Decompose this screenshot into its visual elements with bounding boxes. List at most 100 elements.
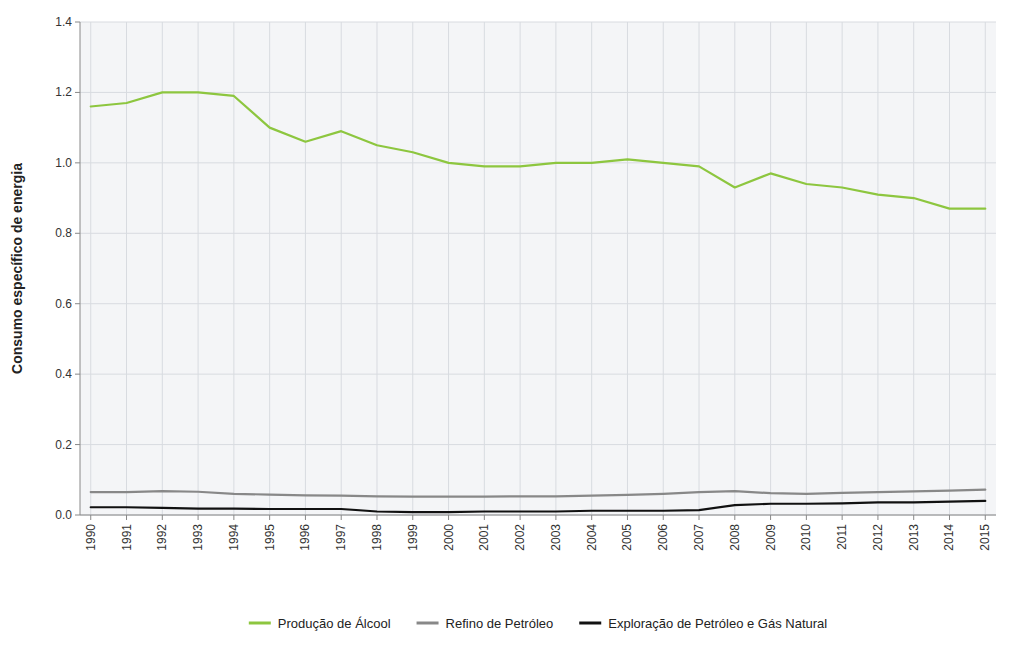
legend-item: Exploração de Petróleo e Gás Natural xyxy=(579,616,827,631)
tick-mark xyxy=(376,515,377,520)
grid-line xyxy=(80,515,996,516)
grid-line xyxy=(126,22,127,515)
tick-mark xyxy=(555,515,556,520)
tick-label: 2005 xyxy=(620,524,634,551)
tick-mark xyxy=(448,515,449,520)
grid-line xyxy=(734,22,735,515)
tick-label: 2004 xyxy=(585,524,599,551)
tick-mark xyxy=(913,515,914,520)
legend-label: Produção de Álcool xyxy=(278,616,391,631)
tick-mark xyxy=(269,515,270,520)
tick-label: 1996 xyxy=(298,524,312,551)
grid-line xyxy=(162,22,163,515)
tick-label: 2006 xyxy=(656,524,670,551)
tick-label: 2012 xyxy=(871,524,885,551)
tick-label: 1.4 xyxy=(55,15,72,29)
grid-line xyxy=(484,22,485,515)
tick-mark xyxy=(198,515,199,520)
y-axis-line xyxy=(80,22,81,515)
tick-mark xyxy=(842,515,843,520)
legend-label: Exploração de Petróleo e Gás Natural xyxy=(608,616,827,631)
tick-mark xyxy=(591,515,592,520)
grid-line xyxy=(555,22,556,515)
tick-mark xyxy=(75,515,80,516)
tick-mark xyxy=(663,515,664,520)
tick-label: 0.0 xyxy=(55,508,72,522)
tick-mark xyxy=(75,162,80,163)
tick-label: 0.6 xyxy=(55,297,72,311)
grid-line xyxy=(80,92,996,93)
tick-label: 2003 xyxy=(549,524,563,551)
y-axis-label: Consumo específico de energia xyxy=(9,163,25,374)
grid-line xyxy=(985,22,986,515)
tick-label: 1995 xyxy=(263,524,277,551)
legend-label: Refino de Petróleo xyxy=(446,616,554,631)
tick-label: 2010 xyxy=(799,524,813,551)
grid-line xyxy=(198,22,199,515)
grid-line xyxy=(412,22,413,515)
plot-area xyxy=(80,22,996,515)
grid-line xyxy=(913,22,914,515)
tick-mark xyxy=(75,22,80,23)
legend-swatch xyxy=(417,622,439,625)
tick-mark xyxy=(520,515,521,520)
tick-label: 1999 xyxy=(406,524,420,551)
tick-label: 0.4 xyxy=(55,367,72,381)
grid-line xyxy=(80,162,996,163)
tick-mark xyxy=(699,515,700,520)
tick-label: 2000 xyxy=(442,524,456,551)
tick-label: 2013 xyxy=(907,524,921,551)
tick-label: 2007 xyxy=(692,524,706,551)
tick-mark xyxy=(75,444,80,445)
grid-line xyxy=(806,22,807,515)
tick-mark xyxy=(305,515,306,520)
series-lines xyxy=(91,92,986,512)
tick-label: 1998 xyxy=(370,524,384,551)
tick-mark xyxy=(734,515,735,520)
chart: 0.00.20.40.60.81.01.21.41990199119921993… xyxy=(0,0,1024,645)
grid-line xyxy=(699,22,700,515)
tick-mark xyxy=(412,515,413,520)
tick-mark xyxy=(484,515,485,520)
tick-label: 1994 xyxy=(227,524,241,551)
grid-line xyxy=(627,22,628,515)
tick-mark xyxy=(75,374,80,375)
grid-line xyxy=(80,444,996,445)
tick-label: 1.0 xyxy=(55,156,72,170)
grid-line xyxy=(269,22,270,515)
tick-mark xyxy=(75,233,80,234)
tick-label: 2015 xyxy=(978,524,992,551)
tick-mark xyxy=(90,515,91,520)
grid-line xyxy=(842,22,843,515)
legend-swatch xyxy=(579,622,601,625)
legend: Produção de Álcool Refino de Petróleo Expl… xyxy=(249,616,828,631)
line xyxy=(91,490,986,497)
tick-label: 2008 xyxy=(728,524,742,551)
grid-line xyxy=(770,22,771,515)
grid-line xyxy=(341,22,342,515)
tick-mark xyxy=(233,515,234,520)
tick-label: 1992 xyxy=(155,524,169,551)
tick-mark xyxy=(75,303,80,304)
tick-label: 0.2 xyxy=(55,438,72,452)
tick-label: 2002 xyxy=(513,524,527,551)
tick-label: 1991 xyxy=(120,524,134,551)
tick-mark xyxy=(627,515,628,520)
tick-label: 0.8 xyxy=(55,226,72,240)
tick-mark xyxy=(985,515,986,520)
tick-mark xyxy=(75,92,80,93)
tick-label: 1.2 xyxy=(55,85,72,99)
grid-line xyxy=(663,22,664,515)
grid-line xyxy=(877,22,878,515)
grid-line xyxy=(448,22,449,515)
tick-mark xyxy=(949,515,950,520)
tick-mark xyxy=(341,515,342,520)
tick-label: 1997 xyxy=(334,524,348,551)
tick-label: 2001 xyxy=(477,524,491,551)
x-axis-line xyxy=(80,515,996,516)
tick-label: 2009 xyxy=(764,524,778,551)
grid-line xyxy=(949,22,950,515)
grid-line xyxy=(80,22,996,23)
grid xyxy=(80,22,996,515)
tick-label: 2011 xyxy=(835,524,849,550)
